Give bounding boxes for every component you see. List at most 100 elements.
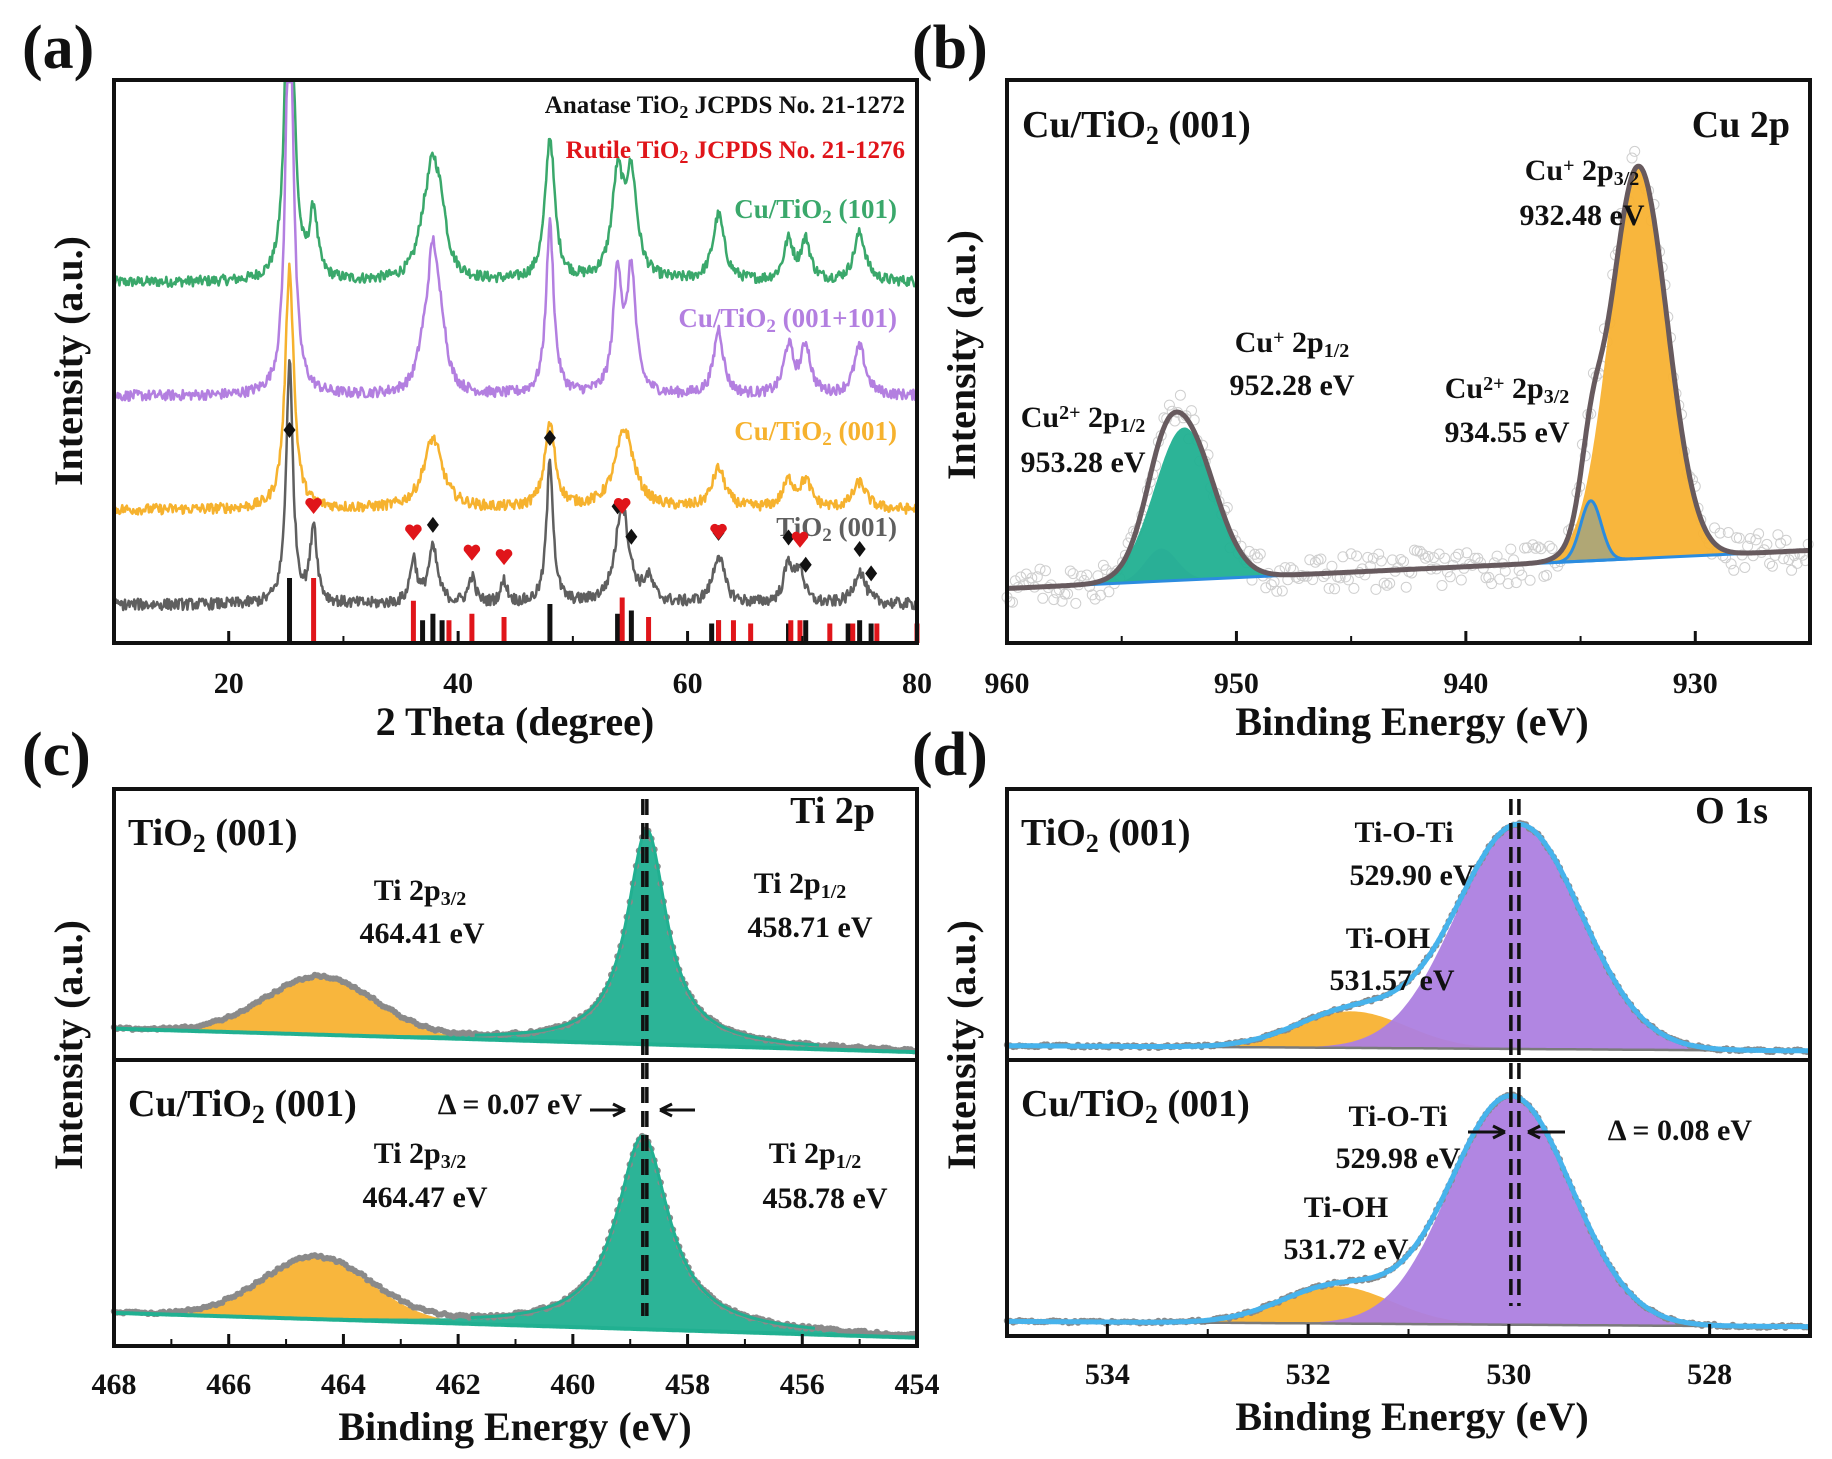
text-run: JCPDS No. 21-1276 <box>688 137 905 164</box>
raw-data-point <box>1626 152 1638 164</box>
raw-data-point <box>1761 538 1773 550</box>
text-run: 2p <box>1081 401 1120 434</box>
raw-data-point <box>1367 552 1379 564</box>
x-tick-label: 930 <box>1673 667 1718 700</box>
anatase-diamond-marker <box>865 565 878 582</box>
raw-data-point <box>1384 577 1396 589</box>
raw-data-point <box>1491 550 1503 562</box>
plot-frame <box>1005 78 1812 645</box>
text-run: + <box>1563 155 1574 177</box>
text-run: Ti 2p <box>769 1137 836 1170</box>
x-tick-label: 468 <box>92 1368 137 1401</box>
raw-data-point <box>1766 560 1778 572</box>
raw-data-point <box>1461 547 1473 559</box>
peak-value: 952.28 eV <box>1230 369 1355 402</box>
text-run: 3/2 <box>441 1151 467 1173</box>
raw-data-point <box>1455 574 1467 586</box>
shift-arrow <box>1468 1124 1506 1140</box>
x-tick-label: 20 <box>214 667 244 700</box>
raw-data-point <box>1502 578 1514 590</box>
text-run: 2 <box>679 102 688 122</box>
text-run: + <box>1273 327 1284 349</box>
fit-baseline <box>113 1026 918 1055</box>
peak-value: 953.28 eV <box>1021 446 1146 479</box>
shift-arrow <box>1527 1124 1565 1140</box>
text-run: 3/2 <box>1544 386 1570 408</box>
peak-value: 464.47 eV <box>363 1181 488 1214</box>
raw-data-point <box>1709 522 1721 534</box>
xrd-series-line <box>112 262 919 516</box>
text-run: Cu/TiO <box>734 194 822 224</box>
raw-data-point <box>1395 554 1407 565</box>
text-run: 3/2 <box>1614 168 1640 190</box>
raw-data-point <box>1268 576 1280 588</box>
raw-data-point <box>1414 545 1426 557</box>
text-run: TiO <box>128 812 193 854</box>
text-run: 2 <box>766 316 776 337</box>
raw-data-point <box>1524 574 1536 586</box>
series-label: Cu/TiO2 (101) <box>734 194 897 228</box>
raw-data-point <box>1031 571 1043 583</box>
peak-label: Ti-OH <box>1304 1191 1388 1224</box>
text-run: (001) <box>1158 1083 1250 1125</box>
x-tick-label: 466 <box>206 1368 251 1401</box>
rutile-heart-marker <box>405 524 422 541</box>
anatase-diamond-marker <box>853 541 866 558</box>
raw-data-point <box>1725 558 1737 570</box>
peak-value: 531.72 eV <box>1284 1233 1409 1266</box>
text-run: (001) <box>265 1083 357 1125</box>
raw-data-point <box>1037 592 1049 604</box>
raw-data-point <box>1505 543 1517 555</box>
xrd-series-line <box>112 359 918 612</box>
peak-label: Cu2+ 2p1/2 <box>1021 401 1146 437</box>
reference-legend: Anatase TiO2 JCPDS No. 21-1272 <box>545 92 905 122</box>
anatase-diamond-marker <box>799 556 812 573</box>
raw-data-point <box>1381 579 1393 591</box>
raw-data-point <box>1543 540 1555 552</box>
text-run: Ti 2p <box>374 1137 441 1170</box>
panel-label: (d) <box>912 721 988 789</box>
raw-data-point <box>1163 399 1175 411</box>
peak-label: Ti 2p3/2 <box>374 874 467 910</box>
raw-data-point <box>1750 534 1762 546</box>
text-run: Ti 2p <box>754 867 821 900</box>
text-run: (001) <box>206 812 298 854</box>
peak-label: Ti-O-Ti <box>1355 816 1454 849</box>
text-run: Ti 2p <box>374 874 441 907</box>
sample-label: TiO2 (001) <box>1021 812 1191 858</box>
raw-data-point <box>1546 543 1558 555</box>
anatase-diamond-marker <box>782 529 795 546</box>
x-tick-label: 464 <box>321 1368 366 1401</box>
raw-data-point <box>1062 588 1074 600</box>
peak-value: 934.55 eV <box>1445 416 1570 449</box>
raw-data-point <box>1444 571 1456 583</box>
x-tick-label: 940 <box>1443 667 1488 700</box>
raw-data-point <box>1370 583 1382 595</box>
text-run: Rutile TiO <box>566 137 680 164</box>
raw-data-point <box>1541 569 1553 581</box>
sample-label: Cu/TiO2 (001) <box>1021 1083 1250 1129</box>
x-tick-label: 528 <box>1687 1358 1732 1391</box>
raw-data-point <box>1309 556 1321 568</box>
text-run: Cu/TiO <box>1022 104 1146 146</box>
raw-data-point <box>1521 542 1533 554</box>
x-axis-label: Binding Energy (eV) <box>338 1404 691 1449</box>
panel-label: (a) <box>22 14 94 82</box>
xrd-series-line <box>112 80 918 288</box>
raw-data-point <box>1345 548 1357 560</box>
raw-data-point <box>1483 571 1495 583</box>
raw-data-point <box>1450 551 1462 563</box>
text-run: Cu/TiO <box>678 303 766 333</box>
raw-data-point <box>1323 582 1335 594</box>
raw-data-point <box>1103 586 1115 598</box>
raw-data-point <box>1714 527 1726 539</box>
raw-data-point <box>1254 548 1266 560</box>
raw-data-point <box>1398 556 1409 568</box>
text-run: 2 <box>822 525 832 546</box>
raw-data-point <box>1070 597 1082 609</box>
peak-value: 529.98 eV <box>1336 1142 1461 1175</box>
delta-shift-label: Δ = 0.07 eV <box>438 1088 583 1121</box>
raw-data-point <box>1453 548 1464 560</box>
raw-data-point <box>1375 555 1387 567</box>
shift-arrow <box>590 1102 626 1118</box>
